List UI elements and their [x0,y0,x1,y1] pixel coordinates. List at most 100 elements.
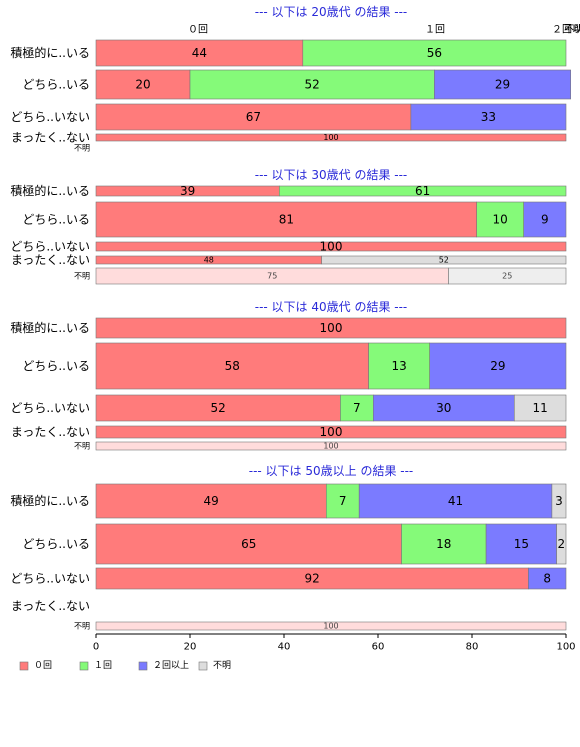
bar-segment [95,241,567,252]
row-label: どちら..いる [22,359,90,373]
bar-value-label: 7 [339,494,347,508]
bar-value-label: 41 [448,494,463,508]
bar-value-label: 100 [323,442,338,451]
row-label: どちら..いない [10,110,90,124]
bar-segment [434,69,571,100]
bar-value-label: 9 [541,213,549,227]
x-tick-label: 80 [466,642,479,653]
bar-value-label: 100 [320,321,343,335]
bar-segment [551,483,567,519]
top-category-label: １回 [425,24,445,36]
row-label: 積極的に..いる [10,493,90,508]
bar-value-label: 56 [427,46,442,60]
legend-label: 不明 [213,660,231,671]
bar-segment [358,483,553,519]
row-label: どちら..いない [10,572,90,586]
bar-segment [523,201,567,238]
bar-segment [485,523,557,565]
row-label: まったく..ない [11,131,90,145]
legend-swatch [19,661,29,671]
legend-swatch [79,661,89,671]
bar-value-label: 39 [180,184,195,198]
bar-segment [325,483,360,519]
bar-value-label: 52 [211,401,226,415]
row-label: どちら..いない [10,240,90,254]
row-label: どちら..いない [10,401,90,415]
bar-value-label: 52 [439,256,449,265]
row-label: まったく..ない [11,425,90,439]
bar-value-label: 67 [246,110,261,124]
row-label: どちら..いる [22,78,90,92]
bar-segment [368,342,431,390]
legend-label: １回 [94,660,112,671]
bar-segment [95,317,567,339]
x-tick-label: 20 [184,642,197,653]
bar-value-label: 33 [481,110,496,124]
bar-value-label: 44 [192,46,207,60]
bar-segment [95,342,369,390]
bar-value-label: 100 [320,240,343,254]
bar-segment [302,39,567,67]
bar-segment [95,201,478,238]
bar-value-label: 100 [323,622,338,631]
bar-value-label: 13 [392,359,407,373]
bar-value-label: 11 [533,401,548,415]
top-category-label: 不明 [564,24,580,36]
bar-value-label: 61 [415,184,430,198]
row-label: 積極的に..いる [10,183,90,198]
bar-segment [556,523,567,565]
bar-value-label: 25 [502,272,512,281]
row-label: 不明 [74,272,90,281]
bar-segment [448,267,567,285]
bar-value-label: 18 [436,537,451,551]
row-label: どちら..いる [22,537,90,551]
top-category-label: ０回 [188,24,208,36]
bar-segment [95,133,567,142]
bar-segment [278,185,567,197]
bar-segment [528,567,567,590]
legend-label: ０回 [34,660,52,671]
bar-value-label: 48 [204,256,214,265]
bar-segment [95,621,567,631]
bar-segment [95,523,402,565]
bar-value-label: 49 [204,494,219,508]
bar-value-label: 81 [279,213,294,227]
row-label: 不明 [74,442,90,451]
x-tick-label: 100 [556,642,575,653]
legend-swatch [138,661,148,671]
bar-segment [95,103,412,131]
bar-value-label: 52 [305,78,320,92]
bar-segment [95,441,567,451]
bar-segment [513,394,567,422]
bar-segment [429,342,567,390]
bar-value-label: 65 [241,537,256,551]
legend-swatch [198,661,208,671]
bar-value-label: 92 [305,572,320,586]
x-tick-label: 40 [278,642,291,653]
top-category-label: ２回以上 [552,24,580,36]
bar-segment [340,394,374,422]
bar-value-label: 100 [320,425,343,439]
panel-title: --- 以下は 40歳代 の結果 --- [255,300,408,314]
bar-segment [401,523,487,565]
row-label: 不明 [74,622,90,631]
x-tick-label: 0 [93,642,99,653]
panel-title: --- 以下は 50歳以上 の結果 --- [249,464,414,478]
bar-value-label: 30 [436,401,451,415]
bar-segment [95,394,341,422]
panel-title: --- 以下は 30歳代 の結果 --- [255,168,408,182]
legend-label: ２回以上 [153,660,189,671]
row-label: 積極的に..いる [10,45,90,60]
row-label: 不明 [74,144,90,153]
bar-value-label: 29 [490,359,505,373]
bar-segment [372,394,515,422]
bar-value-label: 58 [225,359,240,373]
bar-segment [95,483,327,519]
bar-value-label: 29 [495,78,510,92]
bar-segment [410,103,567,131]
bar-segment [95,425,567,439]
bar-value-label: 15 [514,537,529,551]
bar-value-label: 75 [267,272,277,281]
row-label: どちら..いる [22,213,90,227]
